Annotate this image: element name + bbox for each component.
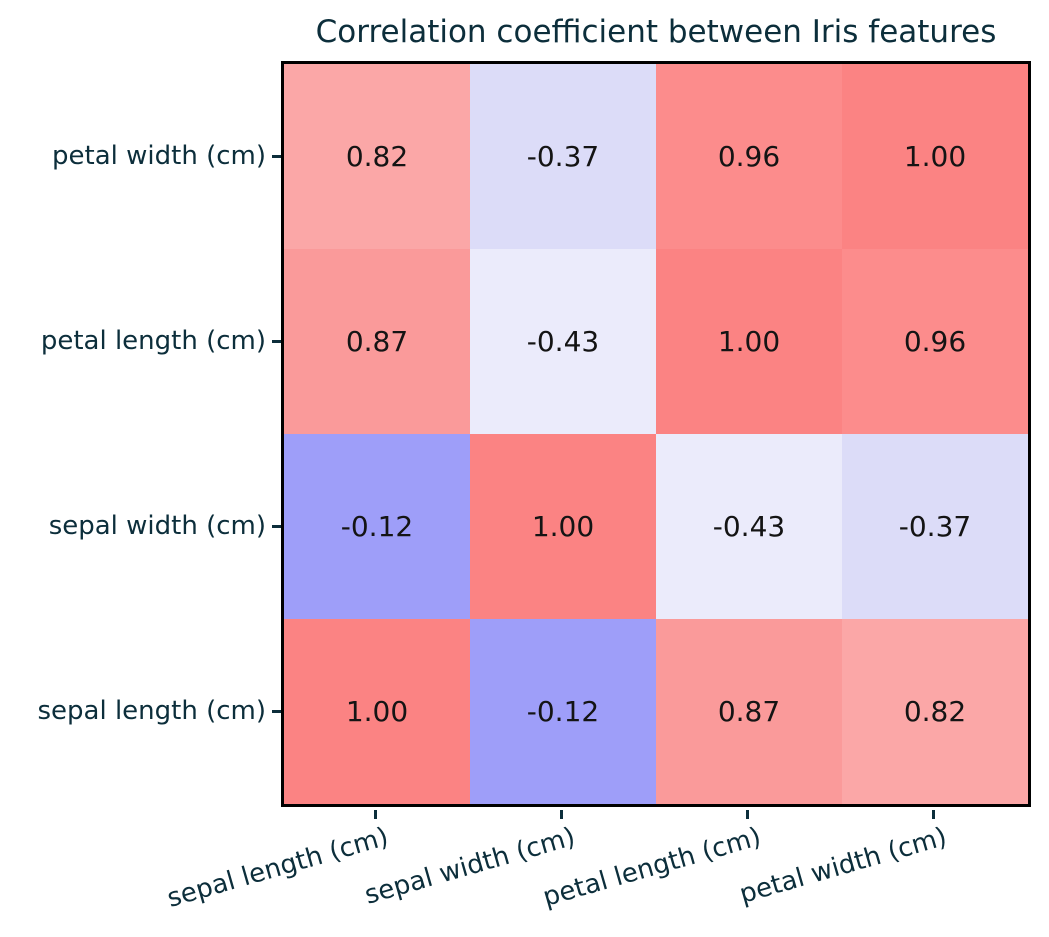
heatmap-cell: 0.96 bbox=[842, 249, 1028, 434]
x-tick-mark bbox=[560, 810, 563, 819]
y-tick-mark bbox=[272, 155, 281, 158]
cell-value: 1.00 bbox=[717, 325, 781, 358]
heatmap-cell: 0.82 bbox=[842, 619, 1028, 804]
x-tick-mark bbox=[932, 810, 935, 819]
cell-value: 0.82 bbox=[903, 695, 967, 728]
cell-value: -0.12 bbox=[340, 510, 414, 543]
y-tick-label: sepal width (cm) bbox=[48, 511, 266, 541]
x-tick-label: petal width (cm) bbox=[736, 822, 951, 910]
heatmap-cell: 0.96 bbox=[656, 64, 842, 249]
heatmap-cell: 0.82 bbox=[284, 64, 470, 249]
y-tick-label: petal width (cm) bbox=[52, 141, 266, 171]
x-tick-mark bbox=[746, 810, 749, 819]
heatmap-cell: 1.00 bbox=[842, 64, 1028, 249]
x-tick-mark bbox=[374, 810, 377, 819]
cell-value: -0.43 bbox=[712, 510, 786, 543]
y-tick-label: petal length (cm) bbox=[40, 326, 266, 356]
cell-value: -0.12 bbox=[526, 695, 600, 728]
cell-value: 1.00 bbox=[345, 695, 409, 728]
y-tick-mark bbox=[272, 710, 281, 713]
cell-value: -0.37 bbox=[526, 140, 600, 173]
heatmap-cell: 1.00 bbox=[470, 434, 656, 619]
x-tick-label: sepal length (cm) bbox=[164, 822, 393, 914]
heatmap-cell: 1.00 bbox=[656, 249, 842, 434]
cell-value: 0.96 bbox=[903, 325, 967, 358]
y-tick-mark bbox=[272, 340, 281, 343]
cell-value: 0.96 bbox=[717, 140, 781, 173]
cell-value: 0.82 bbox=[345, 140, 409, 173]
y-tick-mark bbox=[272, 525, 281, 528]
heatmap-plot-area: 0.82 -0.37 0.96 1.00 0.87 -0.43 1.00 0.9… bbox=[281, 61, 1031, 807]
heatmap-cell: -0.43 bbox=[656, 434, 842, 619]
heatmap-cell: -0.43 bbox=[470, 249, 656, 434]
heatmap-cell: -0.37 bbox=[842, 434, 1028, 619]
cell-value: 1.00 bbox=[531, 510, 595, 543]
heatmap-cell: 0.87 bbox=[656, 619, 842, 804]
heatmap-cell: 0.87 bbox=[284, 249, 470, 434]
cell-value: -0.37 bbox=[898, 510, 972, 543]
heatmap-cell: -0.12 bbox=[470, 619, 656, 804]
cell-value: 1.00 bbox=[903, 140, 967, 173]
heatmap-cell: -0.37 bbox=[470, 64, 656, 249]
cell-value: -0.43 bbox=[526, 325, 600, 358]
cell-value: 0.87 bbox=[717, 695, 781, 728]
y-tick-label: sepal length (cm) bbox=[37, 696, 266, 726]
chart-title: Correlation coefficient between Iris fea… bbox=[315, 14, 997, 50]
cell-value: 0.87 bbox=[345, 325, 409, 358]
heatmap-cell: 1.00 bbox=[284, 619, 470, 804]
heatmap-cell: -0.12 bbox=[284, 434, 470, 619]
